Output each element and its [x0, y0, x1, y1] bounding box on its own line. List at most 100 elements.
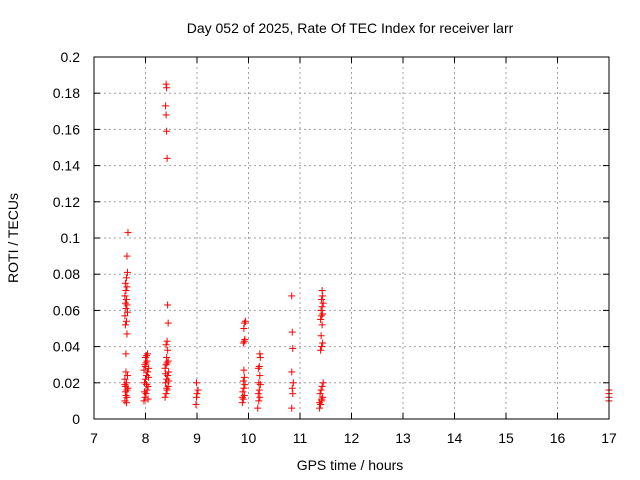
data-point [289, 390, 297, 398]
data-point [256, 381, 264, 389]
data-point [163, 359, 171, 367]
data-point [192, 379, 200, 387]
data-point [289, 379, 297, 387]
data-point [143, 352, 151, 360]
y-tick-label: 0.18 [53, 85, 80, 101]
data-point [122, 296, 130, 304]
data-point [163, 154, 171, 162]
y-tick-label: 0.16 [53, 121, 80, 137]
data-point [256, 353, 264, 361]
data-point [318, 296, 326, 304]
data-point [165, 368, 173, 376]
data-point [163, 353, 171, 361]
data-point [162, 361, 170, 369]
y-tick-label: 0.02 [53, 375, 80, 391]
data-point [121, 279, 129, 287]
data-point [319, 393, 327, 401]
data-point [122, 317, 130, 325]
y-tick-label: 0.06 [53, 302, 80, 318]
x-tick-label: 7 [90, 430, 98, 446]
data-point [239, 377, 247, 385]
data-point [254, 390, 262, 398]
data-point [123, 372, 131, 380]
data-point [121, 321, 129, 329]
data-point [240, 373, 248, 381]
data-point [162, 390, 170, 398]
grid-lines [94, 57, 609, 419]
data-point [162, 370, 170, 378]
data-point [123, 268, 131, 276]
x-tick-label: 17 [601, 430, 617, 446]
data-point [121, 397, 129, 405]
data-point [121, 381, 129, 389]
data-point [122, 350, 130, 358]
y-axis-label: ROTI / TECUs [5, 193, 21, 283]
data-point [165, 377, 173, 385]
data-point [316, 399, 324, 407]
data-point [123, 301, 131, 309]
x-tick-label: 10 [241, 430, 257, 446]
y-tick-label: 0.14 [53, 158, 80, 174]
data-point [163, 386, 171, 394]
data-point [140, 366, 148, 374]
data-point [319, 379, 327, 387]
data-point [162, 80, 170, 88]
y-tick-label: 0 [72, 411, 80, 427]
data-point [317, 306, 325, 314]
data-point [288, 384, 296, 392]
data-point [240, 366, 248, 374]
data-point [140, 397, 148, 405]
data-point [163, 337, 171, 345]
data-point [164, 382, 172, 390]
y-tick-label: 0.04 [53, 339, 80, 355]
data-point [123, 386, 131, 394]
x-tick-label: 8 [142, 430, 150, 446]
data-point [256, 393, 264, 401]
data-point [162, 379, 170, 387]
data-point [145, 364, 153, 372]
data-point [288, 404, 296, 412]
data-point [162, 111, 170, 119]
data-point [123, 330, 131, 338]
x-tick-label: 9 [193, 430, 201, 446]
data-point [123, 283, 131, 291]
data-point [319, 299, 327, 307]
data-point [123, 308, 131, 316]
data-point [319, 339, 327, 347]
data-point [142, 359, 150, 367]
data-point [143, 357, 151, 365]
x-tick-label: 16 [550, 430, 566, 446]
data-point [289, 344, 297, 352]
data-point [164, 301, 172, 309]
data-point [161, 393, 169, 401]
data-point [240, 337, 248, 345]
data-point [319, 292, 327, 300]
data-point [144, 368, 152, 376]
data-point [255, 386, 263, 394]
data-point [255, 397, 263, 405]
axis-ticks [93, 56, 610, 420]
data-point [238, 393, 246, 401]
data-point [121, 292, 129, 300]
x-axis-label: GPS time / hours [297, 457, 404, 473]
data-point [122, 368, 130, 376]
data-point [161, 364, 169, 372]
data-point [254, 404, 262, 412]
data-point [142, 375, 149, 383]
data-point [122, 379, 130, 387]
data-point [240, 384, 248, 392]
data-point [142, 363, 149, 371]
data-point [256, 372, 264, 380]
data-point [318, 343, 326, 351]
y-tick-label: 0.2 [61, 49, 81, 65]
data-point [317, 386, 325, 394]
data-points [121, 80, 613, 412]
x-tick-label: 14 [447, 430, 463, 446]
data-point [240, 319, 248, 327]
data-point [318, 303, 326, 311]
data-point [140, 388, 148, 396]
data-point [124, 384, 132, 392]
data-point [123, 393, 131, 401]
data-point [164, 346, 172, 354]
